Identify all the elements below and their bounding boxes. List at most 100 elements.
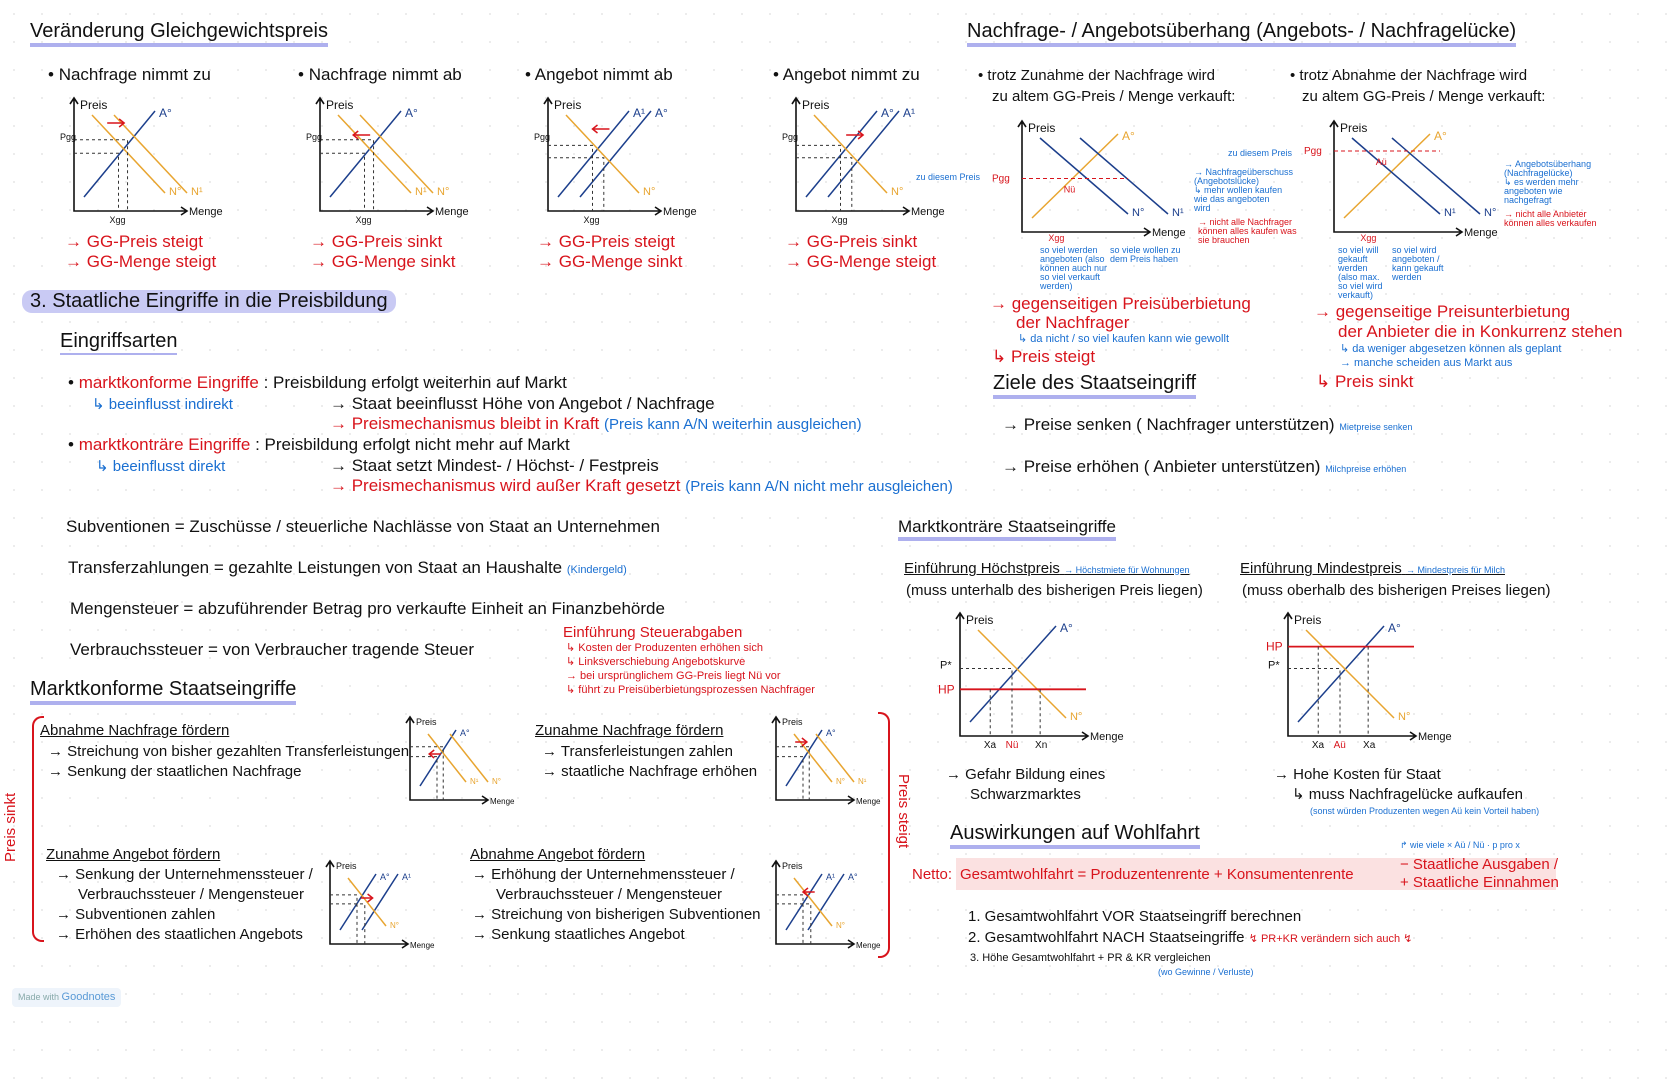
equilibrium-guide xyxy=(796,144,841,211)
kontraer-text: : Preisbildung erfolgt nicht mehr auf Ma… xyxy=(255,435,570,454)
demand-n0 xyxy=(449,733,489,783)
shift-arrow-head xyxy=(801,737,809,747)
gap-label: Nü xyxy=(1006,740,1019,751)
shift-arrow-head xyxy=(801,887,809,897)
konform-l2: → Staat beeinflusst Höhe von Angebot / N… xyxy=(330,394,715,413)
xgg-label: Xgg xyxy=(109,215,125,225)
axes xyxy=(1329,119,1464,237)
axes xyxy=(955,611,1090,741)
axes xyxy=(325,859,410,949)
step-3: 3. Höhe Gesamtwohlfahrt + PR & KR vergle… xyxy=(970,952,1211,964)
supply-a0 xyxy=(339,873,377,931)
equilibrium-guide xyxy=(548,144,593,211)
demand-n1 xyxy=(815,733,855,783)
case-text: Nachfrage nimmt zu xyxy=(58,65,211,84)
konform-l3: → Preismechanismus bleibt in Kraft (Prei… xyxy=(330,414,862,434)
axis-label-preis: Preis xyxy=(782,861,803,871)
demand-old-label: N° xyxy=(1132,207,1144,219)
supply-a0-label: A° xyxy=(826,728,836,738)
axis-label-menge: Menge xyxy=(490,797,515,806)
supply-a0-label: A° xyxy=(655,106,668,120)
step-text: 2. Gesamtwohlfahrt NACH Staatseingriffe xyxy=(968,929,1245,946)
note-line: angeboten wie xyxy=(1504,186,1563,196)
equilibrium-guide xyxy=(776,903,812,944)
note-line: so viel wird xyxy=(1392,245,1437,255)
a-result-3: ↳ da weniger abgesetzen können als gepla… xyxy=(1340,343,1562,355)
demand-n0 xyxy=(91,114,166,194)
supply-a0 xyxy=(329,110,402,198)
shift-arrow-head xyxy=(367,893,374,903)
block-title: Zunahme Nachfrage fördern xyxy=(535,722,724,739)
eingriffsarten-title: Eingriffsarten xyxy=(60,330,178,355)
def-verbrauchssteuer: Verbrauchssteuer = von Verbraucher trage… xyxy=(70,640,475,659)
gap-label: Aü xyxy=(1376,157,1387,167)
result: → GG-Menge steigt xyxy=(785,252,937,271)
case-label: • Angebot nimmt ab xyxy=(525,65,673,84)
case-label: • Nachfrage nimmt ab xyxy=(298,65,462,84)
konform-section-title: Marktkonforme Staatseingriffe xyxy=(30,678,297,705)
supply-a1 xyxy=(557,110,630,198)
block-line: → Streichung von bisher gezahlten Transf… xyxy=(48,743,410,760)
a-result-1: → gegenseitige Preisunterbietung xyxy=(1314,302,1571,321)
result: → GG-Menge steigt xyxy=(65,252,217,271)
wohlfahrt-note: ↱ wie viele × Aü / Nü · p pro x xyxy=(1400,840,1520,850)
gap-label: Nü xyxy=(1064,185,1076,195)
equilibrium-guide xyxy=(74,139,129,211)
quantity-guides xyxy=(989,689,1041,736)
axis-label-preis: Preis xyxy=(1294,613,1321,627)
note-line: → Angebotsüberhang xyxy=(1504,159,1592,169)
equilibrium-guide xyxy=(548,157,605,211)
a-result-2: der Anbieter die in Konkurrenz stehen xyxy=(1338,322,1623,341)
steuer-line: → bei ursprünglichem GG-Preis liegt Nü v… xyxy=(566,670,781,682)
note-line: so viel will xyxy=(1338,245,1379,255)
equilibrium-guide xyxy=(330,894,358,944)
konform-l3-text: → Preismechanismus bleibt in Kraft xyxy=(330,414,600,433)
supply-demand-graph: Preis Menge A° A¹ N° xyxy=(325,859,435,950)
axis-label-menge: Menge xyxy=(856,941,881,950)
konform-text: : Preisbildung erfolgt weiterhin auf Mar… xyxy=(263,373,567,392)
supply-a0 xyxy=(785,729,823,787)
axes xyxy=(405,715,490,805)
kontraer-l3: → Preismechanismus wird außer Kraft gese… xyxy=(330,476,953,496)
price-label: HP xyxy=(1266,640,1283,654)
supply-demand-graph: Preis Menge A° A¹ N° Pgg Xgg xyxy=(782,96,945,225)
demand-new xyxy=(1391,137,1481,215)
a-result-5: ↳ Preis sinkt xyxy=(1316,372,1414,391)
supply-demand-graph: Preis Menge A° N° N¹ Pgg Xgg xyxy=(60,96,223,225)
goodnotes-badge[interactable]: Made with Goodnotes xyxy=(12,988,122,1007)
supply-demand-graph: Preis Menge A° N¹ N° xyxy=(405,715,515,806)
equilibrium-guide xyxy=(776,894,804,944)
mindest-r2: ↳ muss Nachfragelücke aufkaufen xyxy=(1292,786,1524,803)
n-result-1: → gegenseitigen Preisüberbietung xyxy=(990,294,1251,313)
demand-n1-label: N¹ xyxy=(858,777,867,786)
supply-a0-label: A° xyxy=(1060,621,1073,635)
price-label: HP xyxy=(938,682,955,696)
supply-a1-label: A¹ xyxy=(826,872,835,882)
mindest-r3: (sonst würden Produzenten wegen Aü kein … xyxy=(1310,806,1540,816)
equilibrium-guide xyxy=(776,746,810,800)
axis-label-menge: Menge xyxy=(856,797,881,806)
supply-a1 xyxy=(827,110,900,198)
block-line: → Senkung staatliches Angebot xyxy=(472,926,685,943)
supply-a0 xyxy=(807,873,845,931)
note-line: (Angebotslücke) xyxy=(1194,176,1260,186)
supply-a0 xyxy=(805,110,878,198)
demand-old xyxy=(1039,137,1129,215)
case-label: • Angebot nimmt zu xyxy=(773,65,920,84)
note-line: gekauft xyxy=(1338,254,1368,264)
formula-highlight xyxy=(956,858,1556,890)
supply-a0-label: A° xyxy=(380,872,390,882)
note-line: wie das angeboten xyxy=(1194,194,1270,204)
supply-a0 xyxy=(83,110,156,198)
brace-right xyxy=(878,712,890,958)
shift-arrow-head xyxy=(857,130,865,140)
def-transfer: Transferzahlungen = gezahlte Leistungen … xyxy=(68,558,627,578)
pgg-label: Pgg xyxy=(1304,146,1322,157)
block-line: Verbrauchssteuer / Mengensteuer xyxy=(78,886,304,903)
ziel-text: → Preise senken ( Nachfrager unterstütze… xyxy=(1002,415,1335,434)
a-below-1: so viel will gekauft werden (also max. so vi… xyxy=(1338,246,1383,300)
case-text: Nachfrage nimmt ab xyxy=(308,65,462,84)
n-note: → Nachfrageüberschuss (Angebotslücke) ↳ me… xyxy=(1194,168,1293,213)
supply-a0-label: A° xyxy=(881,106,894,120)
